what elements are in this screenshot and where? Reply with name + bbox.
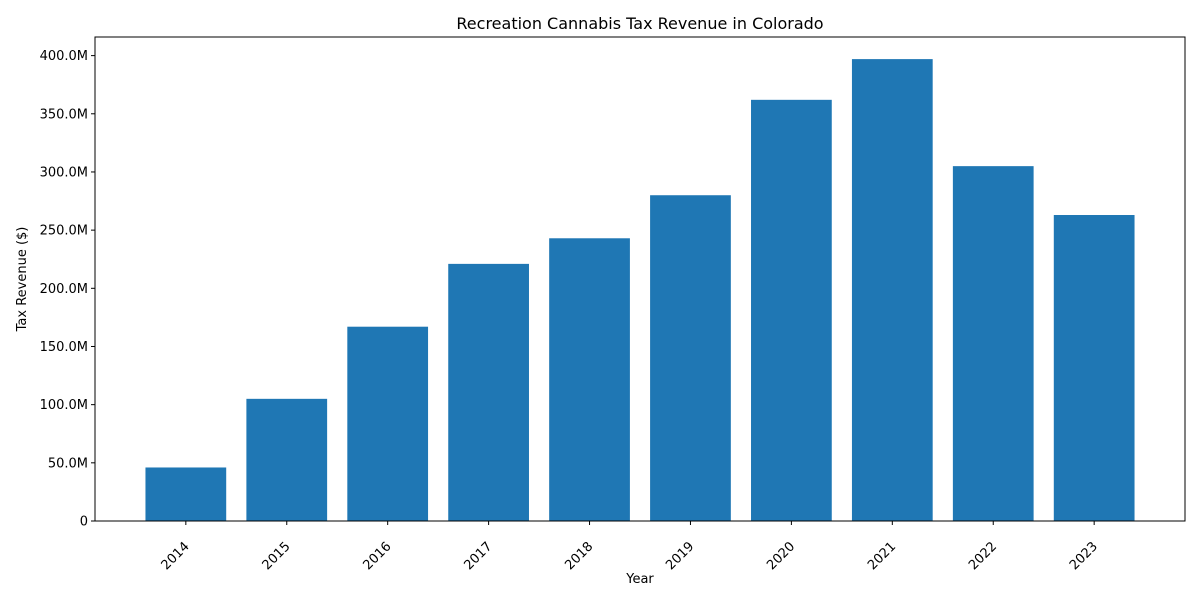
x-tick-label-2016: 2016 xyxy=(361,539,395,573)
x-axis-label: Year xyxy=(625,572,654,587)
x-tick-label-2015: 2015 xyxy=(260,539,294,573)
chart-title: Recreation Cannabis Tax Revenue in Color… xyxy=(456,14,823,33)
bar-2015 xyxy=(246,398,328,521)
y-tick-label: 250.0M xyxy=(40,224,88,239)
y-tick-label: 150.0M xyxy=(40,340,88,355)
x-tick-label-2023: 2023 xyxy=(1067,539,1101,573)
x-tick-label-2017: 2017 xyxy=(461,539,495,573)
x-tick-label-2022: 2022 xyxy=(966,539,1000,573)
x-tick-label-2019: 2019 xyxy=(663,539,697,573)
x-tick-label-2020: 2020 xyxy=(764,539,798,573)
y-axis: 0 50.0M 100.0M 150.0M 200.0M 250.0M 300.0M 350.… xyxy=(40,49,95,530)
y-tick-label: 400.0M xyxy=(40,49,88,64)
bar-2020 xyxy=(751,99,832,522)
y-tick-label: 100.0M xyxy=(40,398,88,413)
y-tick-label: 200.0M xyxy=(40,282,88,297)
bar-2023 xyxy=(1053,215,1135,521)
x-tick-label-2018: 2018 xyxy=(562,539,596,573)
bar-2016 xyxy=(347,326,429,521)
plot-frame xyxy=(94,36,1186,522)
x-tick-label-2021: 2021 xyxy=(865,539,899,573)
bar-2019 xyxy=(650,195,731,521)
y-axis-label: Tax Revenue ($) xyxy=(15,227,30,333)
y-tick-label: 0 xyxy=(80,515,88,530)
y-tick-label: 350.0M xyxy=(40,107,88,122)
y-tick-label: 300.0M xyxy=(40,165,88,180)
x-axis: 2014 2015 2016 2017 2018 2019 2020 2021 2022 2023 xyxy=(159,521,1101,573)
bar-2018 xyxy=(549,238,630,521)
y-tick-label: 50.0M xyxy=(48,456,88,471)
bars-group xyxy=(145,59,1135,522)
x-tick-label-2014: 2014 xyxy=(159,539,193,573)
bar-2021 xyxy=(851,59,933,521)
bar-2014 xyxy=(145,467,227,521)
bar-2022 xyxy=(952,166,1034,521)
bar-2017 xyxy=(448,263,529,521)
